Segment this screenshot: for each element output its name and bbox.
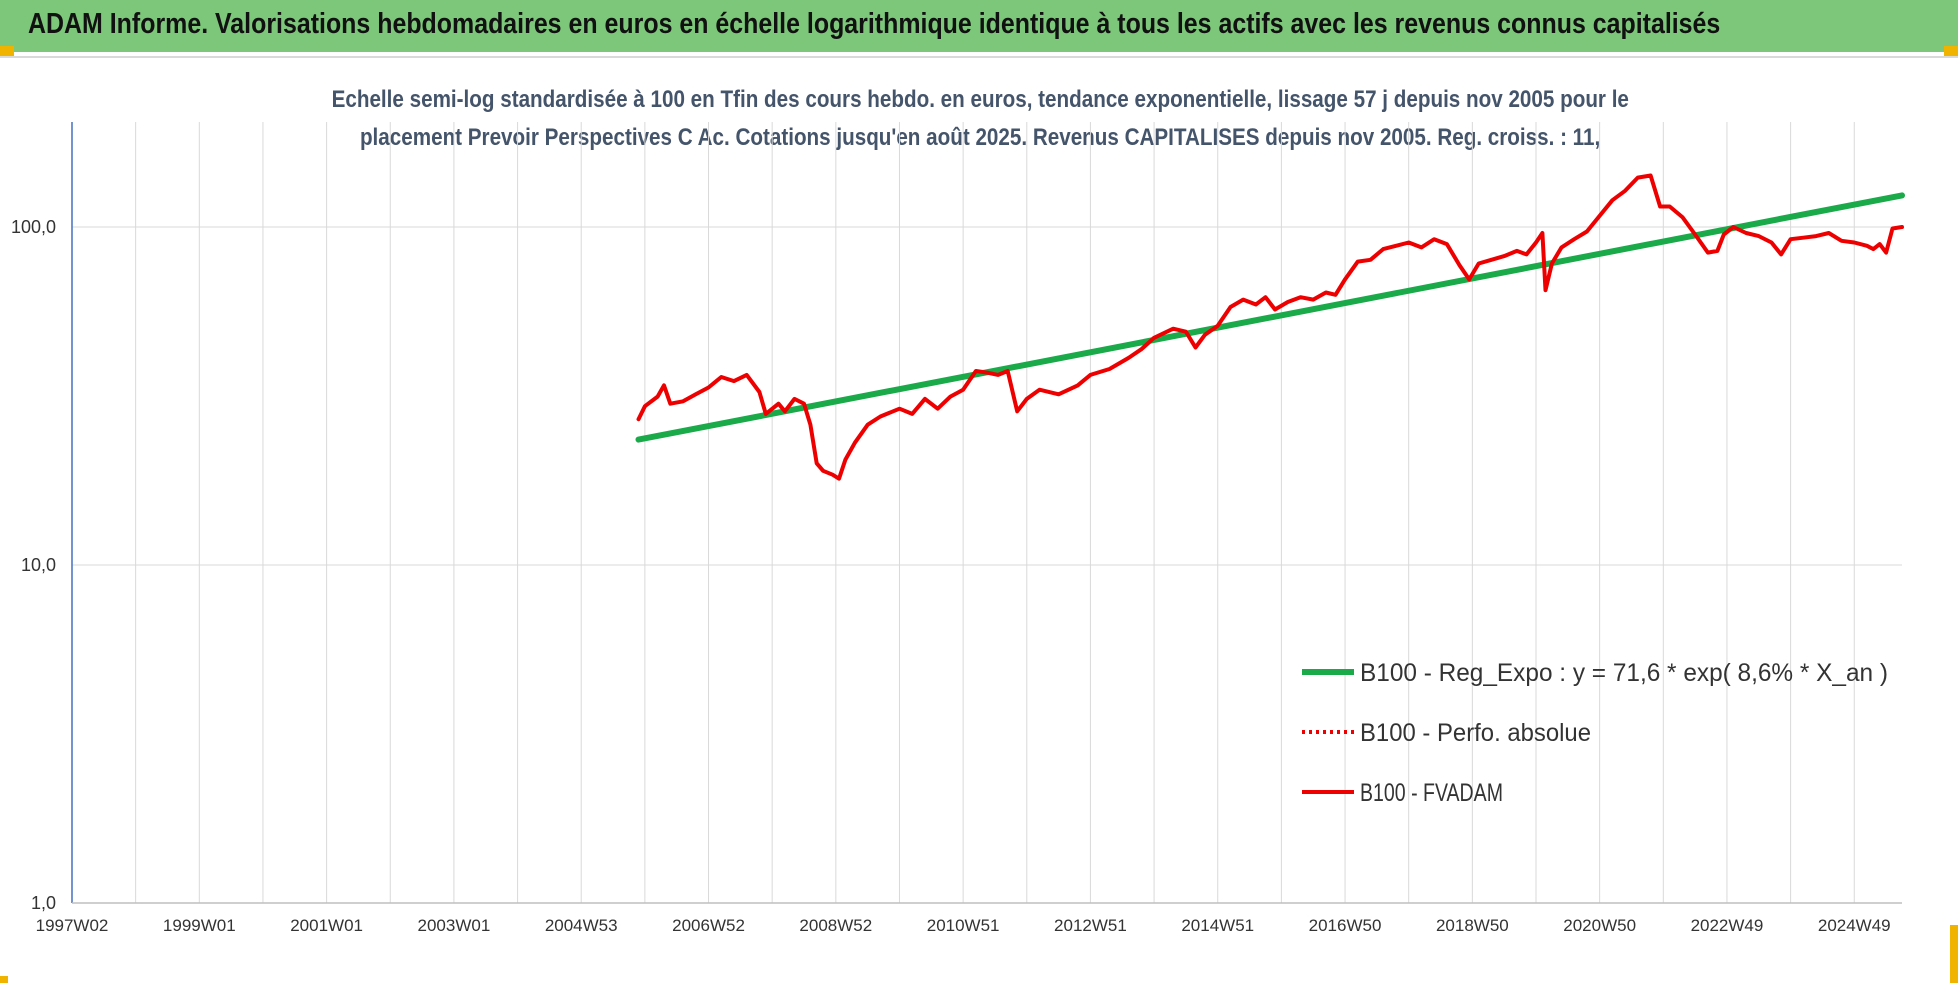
corner-marker-bottom-right xyxy=(1950,925,1958,983)
x-tick-label: 2014W51 xyxy=(1181,916,1254,935)
series-layer xyxy=(635,173,1905,481)
corner-marker-top-left xyxy=(0,46,14,58)
legend-label: B100 - FVADAM xyxy=(1360,779,1503,807)
x-tick-label: 2020W50 xyxy=(1563,916,1636,935)
legend-label: B100 - Perfo. absolue xyxy=(1360,719,1591,747)
series-line-regression xyxy=(635,192,1905,443)
y-tick-label: 1,0 xyxy=(31,893,56,913)
x-tick-label: 2010W51 xyxy=(927,916,1000,935)
legend-label: B100 - Reg_Expo : y = 71,6 * exp( 8,6% *… xyxy=(1360,659,1888,687)
corner-marker-bottom-left xyxy=(0,976,8,983)
series-line-fvadam xyxy=(636,173,1904,481)
x-tick-label: 2018W50 xyxy=(1436,916,1509,935)
legend: B100 - Reg_Expo : y = 71,6 * exp( 8,6% *… xyxy=(1302,659,1888,807)
y-tick-label: 100,0 xyxy=(11,217,56,237)
x-tick-labels: 1997W02 1999W01 2001W01 2003W01 2004W53 2006W… xyxy=(36,916,1891,935)
x-tick-label: 2012W51 xyxy=(1054,916,1127,935)
chart-title-line-2: placement Prevoir Perspectives C Ac. Cot… xyxy=(359,124,1601,151)
x-tick-label: 2006W52 xyxy=(672,916,745,935)
chart-area xyxy=(0,56,1958,983)
x-tick-label: 2001W01 xyxy=(290,916,363,935)
x-tick-label: 1999W01 xyxy=(163,916,236,935)
page-title: ADAM Informe. Valorisations hebdomadaire… xyxy=(28,8,1721,40)
title-banner: ADAM Informe. Valorisations hebdomadaire… xyxy=(0,0,1958,52)
x-tick-label: 2024W49 xyxy=(1818,916,1891,935)
x-tick-label: 2022W49 xyxy=(1691,916,1764,935)
grid-layer xyxy=(71,122,1902,904)
x-tick-label: 2016W50 xyxy=(1309,916,1382,935)
x-tick-label: 2003W01 xyxy=(418,916,491,935)
x-tick-label: 1997W02 xyxy=(36,916,109,935)
y-tick-labels: 1,0 10,0 100,0 xyxy=(11,217,56,913)
chart-title-line-1: Echelle semi-log standardisée à 100 en T… xyxy=(331,86,1629,113)
x-tick-label: 2004W53 xyxy=(545,916,618,935)
y-tick-label: 10,0 xyxy=(21,555,56,575)
corner-marker-top-right xyxy=(1944,46,1958,58)
x-tick-label: 2008W52 xyxy=(799,916,872,935)
